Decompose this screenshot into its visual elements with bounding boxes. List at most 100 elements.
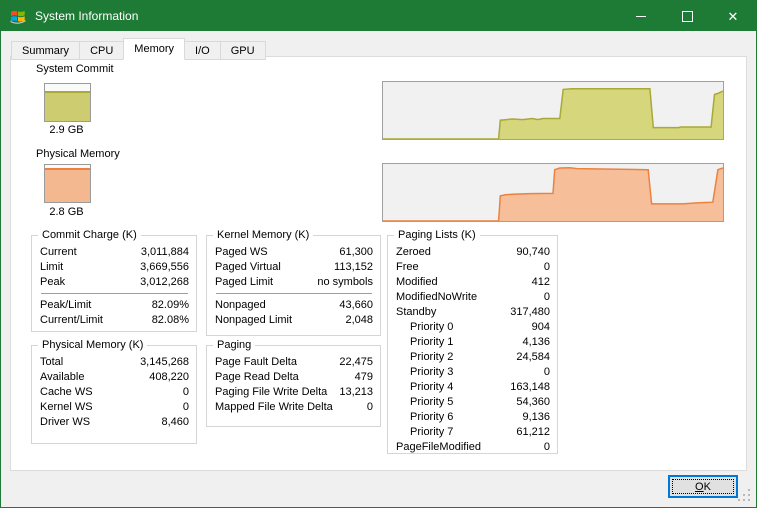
panel-row: Cache WS0 [40, 385, 189, 400]
row-value: 2,048 [345, 313, 373, 328]
row-label: Priority 3 [396, 365, 453, 380]
paging-panel: Paging Page Fault Delta22,475Page Read D… [206, 345, 381, 427]
panel-row: PageFileModified0 [396, 440, 550, 455]
row-label: Zeroed [396, 245, 431, 260]
panel-row: Driver WS8,460 [40, 415, 189, 430]
system-commit-value: 2.9 GB [43, 124, 90, 136]
tab-summary[interactable]: Summary [11, 41, 80, 60]
panel-row: Peak/Limit 82.09% [40, 298, 189, 313]
row-label: Priority 0 [396, 320, 453, 335]
row-value: 8,460 [161, 415, 189, 430]
window-controls: ✕ [618, 1, 756, 31]
row-label: Nonpaged Limit [215, 313, 292, 328]
panel-row: ModifiedNoWrite0 [396, 290, 550, 305]
panel-row: Priority 14,136 [396, 335, 550, 350]
row-value: 0 [544, 440, 550, 455]
physical-memory-history-graph [382, 163, 724, 222]
row-value: 0 [367, 400, 373, 415]
panel-row: Modified412 [396, 275, 550, 290]
ok-button-label: OK [695, 481, 711, 493]
title-bar: System Information ✕ [1, 1, 756, 31]
tab-i-o[interactable]: I/O [184, 41, 221, 60]
panel-row: Priority 4163,148 [396, 380, 550, 395]
row-value: 82.09% [152, 298, 189, 313]
row-value: 3,011,884 [141, 245, 189, 260]
row-label: Priority 2 [396, 350, 453, 365]
resize-grip[interactable] [748, 489, 750, 491]
row-label: Priority 1 [396, 335, 453, 350]
row-label: Priority 6 [396, 410, 453, 425]
panel-row: Limit3,669,556 [40, 260, 189, 275]
row-value: 408,220 [149, 370, 189, 385]
panel-row: Page Read Delta479 [215, 370, 373, 385]
row-value: 0 [544, 290, 550, 305]
close-icon: ✕ [728, 10, 739, 23]
paging-rows: Page Fault Delta22,475Page Read Delta479… [207, 355, 380, 415]
row-value: 61,300 [339, 245, 373, 260]
row-label: Paging File Write Delta [215, 385, 327, 400]
row-label: Cache WS [40, 385, 93, 400]
tab-cpu[interactable]: CPU [79, 41, 124, 60]
system-commit-gauge [44, 83, 91, 122]
panel-row: Free0 [396, 260, 550, 275]
row-label: Current/Limit [40, 313, 103, 328]
row-value: 0 [183, 400, 189, 415]
panel-row: Total3,145,268 [40, 355, 189, 370]
separator [216, 293, 372, 294]
physical-memory-value: 2.8 GB [43, 206, 90, 218]
panel-row: Nonpaged Limit 2,048 [215, 313, 373, 328]
tab-memory[interactable]: Memory [123, 38, 185, 60]
row-value: 0 [544, 365, 550, 380]
ok-button[interactable]: OK [668, 475, 738, 498]
panel-row: Paged Limitno symbols [215, 275, 373, 290]
row-label: Paged WS [215, 245, 268, 260]
row-value: 904 [532, 320, 550, 335]
row-label: Current [40, 245, 77, 260]
panel-row: Priority 224,584 [396, 350, 550, 365]
panel-row: Peak3,012,268 [40, 275, 189, 290]
system-commit-history-graph [382, 81, 724, 140]
windows-flag-icon [10, 8, 26, 24]
panel-row: Current 3,011,884 [40, 245, 189, 260]
kernel-memory-panel: Kernel Memory (K) Paged WS61,300Paged Vi… [206, 235, 381, 336]
physical-memory-gauge [44, 164, 91, 203]
panel-row: Zeroed90,740 [396, 245, 550, 260]
panel-row: Nonpaged43,660 [215, 298, 373, 313]
kernel-memory-title: Kernel Memory (K) [213, 229, 313, 241]
panel-row: Priority 3 0 [396, 365, 550, 380]
row-label: Priority 5 [396, 395, 453, 410]
row-value: 3,669,556 [140, 260, 189, 275]
row-label: Available [40, 370, 84, 385]
memory-tab-page: System Commit 2.9 GB Physical Memory 2.8… [10, 56, 747, 471]
maximize-icon [682, 11, 693, 22]
close-button[interactable]: ✕ [710, 1, 756, 31]
row-label: Paged Virtual [215, 260, 281, 275]
row-label: Nonpaged [215, 298, 266, 313]
minimize-button[interactable] [618, 1, 664, 31]
row-value: 22,475 [339, 355, 373, 370]
panel-row: Priority 0 904 [396, 320, 550, 335]
row-label: Priority 7 [396, 425, 453, 440]
row-label: Free [396, 260, 419, 275]
panel-row: Paged WS 61,300 [215, 245, 373, 260]
tab-gpu[interactable]: GPU [220, 41, 266, 60]
row-label: Peak/Limit [40, 298, 91, 313]
maximize-button[interactable] [664, 1, 710, 31]
physical-memory-label: Physical Memory [36, 148, 120, 160]
row-value: 54,360 [516, 395, 550, 410]
physical-memory-panel: Physical Memory (K) Total3,145,268Availa… [31, 345, 197, 444]
row-label: Total [40, 355, 63, 370]
panel-row: Paged Virtual113,152 [215, 260, 373, 275]
row-value: 479 [355, 370, 373, 385]
panel-row: Mapped File Write Delta0 [215, 400, 373, 415]
row-value: 3,012,268 [140, 275, 189, 290]
panel-row: Paging File Write Delta13,213 [215, 385, 373, 400]
panel-row: Available 408,220 [40, 370, 189, 385]
physical-gauge-fill [45, 168, 90, 202]
panel-row: Kernel WS0 [40, 400, 189, 415]
row-value: 9,136 [522, 410, 550, 425]
row-value: 82.08% [152, 313, 189, 328]
separator [41, 293, 188, 294]
physical-memory-rows: Total3,145,268Available408,220Cache WS0K… [32, 355, 196, 430]
physical-history-area [383, 168, 723, 221]
